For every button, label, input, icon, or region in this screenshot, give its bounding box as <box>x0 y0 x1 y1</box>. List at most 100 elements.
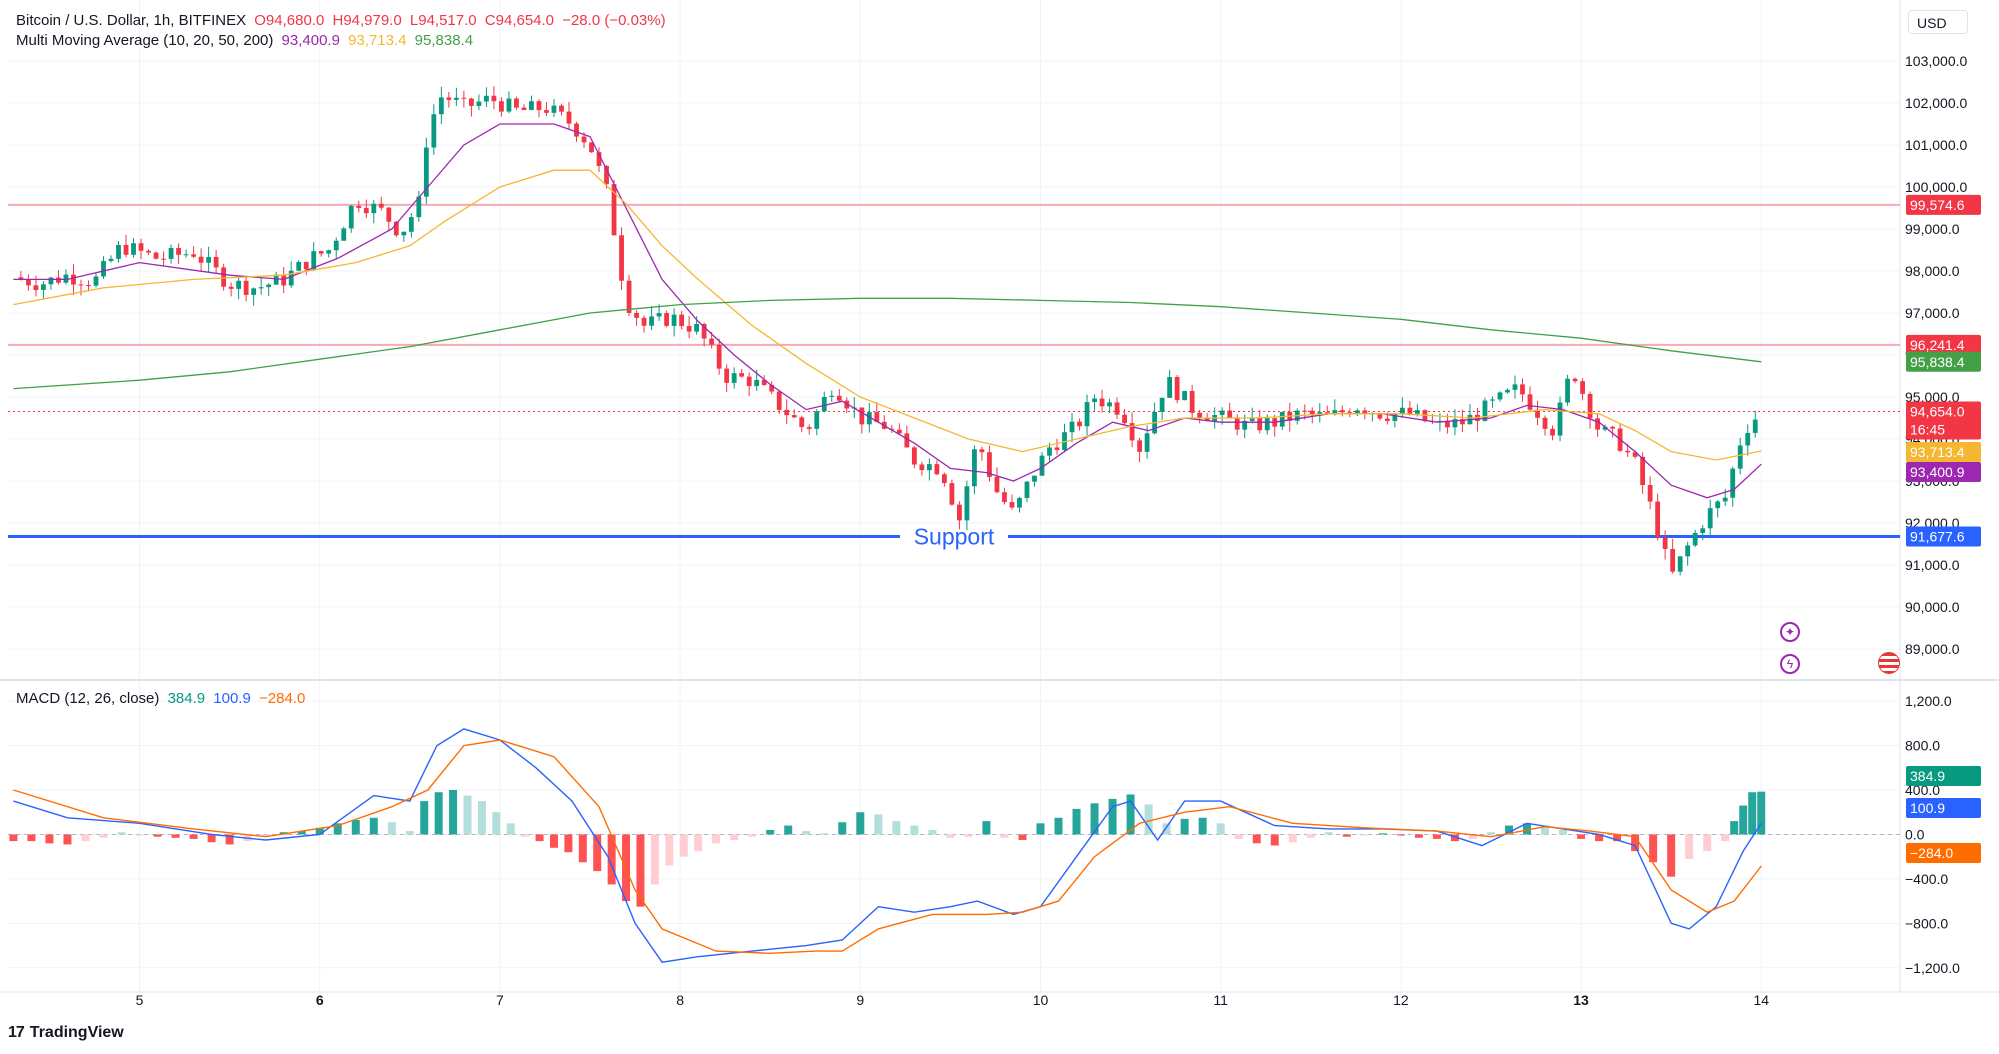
candle-body <box>836 395 842 401</box>
macd-histogram-bar <box>1198 817 1207 835</box>
candle-body <box>1047 447 1052 456</box>
candle-body <box>371 203 377 214</box>
candle-body <box>1107 402 1112 407</box>
macd-histogram-bar <box>578 834 587 863</box>
price-label-tag <box>1906 526 1981 547</box>
macd-histogram-bar <box>477 801 486 835</box>
candle-body <box>146 250 151 253</box>
macd-histogram-bar <box>874 814 883 835</box>
candle-body <box>1249 417 1255 421</box>
candle-body <box>333 240 339 251</box>
candle-body <box>123 244 129 255</box>
ma200-line <box>13 297 1762 390</box>
macd-histogram-bar <box>369 817 378 835</box>
macd-tick-label: −400.0 <box>1905 871 1948 887</box>
compass-icon[interactable]: ✦ <box>1780 622 1800 642</box>
candle-body <box>746 376 752 387</box>
macd-histogram-bar <box>1468 834 1477 839</box>
macd-histogram-bar <box>1595 834 1604 842</box>
price-tick-label: 103,000.0 <box>1905 53 1967 69</box>
macd-histogram-bar <box>420 801 429 835</box>
macd-histogram-bar <box>492 812 501 835</box>
ohlc-low: L94,517.0 <box>409 12 477 29</box>
ohlc-change: −28.0 (−0.03%) <box>562 12 666 29</box>
macd-histogram-bar <box>748 834 757 837</box>
macd-histogram-bar <box>1739 805 1748 835</box>
macd-tick-label: 1,200.0 <box>1905 693 1952 709</box>
macd-histogram-bar <box>1234 834 1243 839</box>
macd-histogram-bar <box>607 834 616 885</box>
price-tick-label: 99,000.0 <box>1905 221 1960 237</box>
lightning-icon[interactable]: ϟ <box>1780 654 1800 674</box>
macd-histogram-bar <box>946 834 955 838</box>
candle-body <box>1189 391 1195 413</box>
macd-histogram-bar <box>535 834 544 842</box>
candle-body <box>1535 409 1540 418</box>
candle-body <box>161 258 166 260</box>
candle-body <box>296 261 302 271</box>
candle-body <box>468 98 474 106</box>
candle-body <box>874 412 880 422</box>
candle-body <box>1685 545 1691 557</box>
candle-body <box>348 205 354 229</box>
candle-body <box>926 464 932 471</box>
macd-tick-label: 0.0 <box>1905 826 1925 842</box>
candle-body <box>1557 402 1563 436</box>
price-label-tag <box>1906 334 1981 355</box>
candle-body <box>904 433 910 448</box>
candle-body <box>416 196 422 218</box>
support-label: Support <box>914 524 995 550</box>
candle-body <box>484 95 489 102</box>
candle-body <box>206 256 212 263</box>
us-flag-icon[interactable] <box>1878 652 1900 674</box>
candle-body <box>649 316 654 326</box>
candle-body <box>919 464 925 471</box>
candle-body <box>499 101 504 112</box>
candle-body <box>266 284 272 288</box>
candle-body <box>1384 418 1390 421</box>
candle-body <box>1182 391 1188 401</box>
macd-histogram-bar <box>135 834 144 836</box>
candle-body <box>281 274 287 286</box>
candle-body <box>1730 468 1736 498</box>
candle-body <box>446 97 452 100</box>
macd-line-value: 100.9 <box>213 690 251 707</box>
macd-histogram-bar <box>856 812 865 835</box>
macd-histogram-bar <box>189 834 198 839</box>
candle-body <box>724 368 730 383</box>
macd-histogram-bar <box>1216 823 1225 835</box>
candle-body <box>1039 455 1045 476</box>
macd-tick-label: 800.0 <box>1905 738 1940 754</box>
macd-label-tag <box>1906 766 1981 786</box>
candle-body <box>1737 445 1743 469</box>
candle-body <box>1580 381 1585 394</box>
macd-histogram-bar <box>730 834 739 840</box>
candle-body <box>1407 407 1413 414</box>
candle-body <box>776 391 782 410</box>
candle-body <box>859 407 865 425</box>
candle-body <box>1692 532 1698 546</box>
candle-body <box>739 373 745 377</box>
macd-histogram-bar <box>297 831 306 835</box>
macd-histogram-bar <box>463 795 472 835</box>
candle-body <box>574 123 579 137</box>
macd-tick-label: −800.0 <box>1905 915 1948 931</box>
candle-body <box>138 243 144 251</box>
candle-body <box>1144 433 1150 452</box>
candle-body <box>1452 419 1458 428</box>
candle-body <box>701 323 707 339</box>
symbol-title: Bitcoin / U.S. Dollar, 1h, BITFINEX <box>16 12 247 29</box>
macd-histogram-bar <box>1126 794 1135 835</box>
candle-body <box>318 251 324 254</box>
macd-histogram-bar <box>153 834 162 837</box>
candle-body <box>957 504 962 521</box>
candle-body <box>784 409 790 416</box>
tradingview-logo[interactable]: 17 TradingView <box>8 1024 124 1042</box>
candle-body <box>1647 485 1653 502</box>
macd-histogram-bar <box>1324 832 1333 835</box>
candle-body <box>1077 421 1082 427</box>
candle-body <box>1167 376 1173 398</box>
macd-histogram-bar <box>1450 834 1459 842</box>
currency-selector[interactable]: USD <box>1908 10 1968 34</box>
